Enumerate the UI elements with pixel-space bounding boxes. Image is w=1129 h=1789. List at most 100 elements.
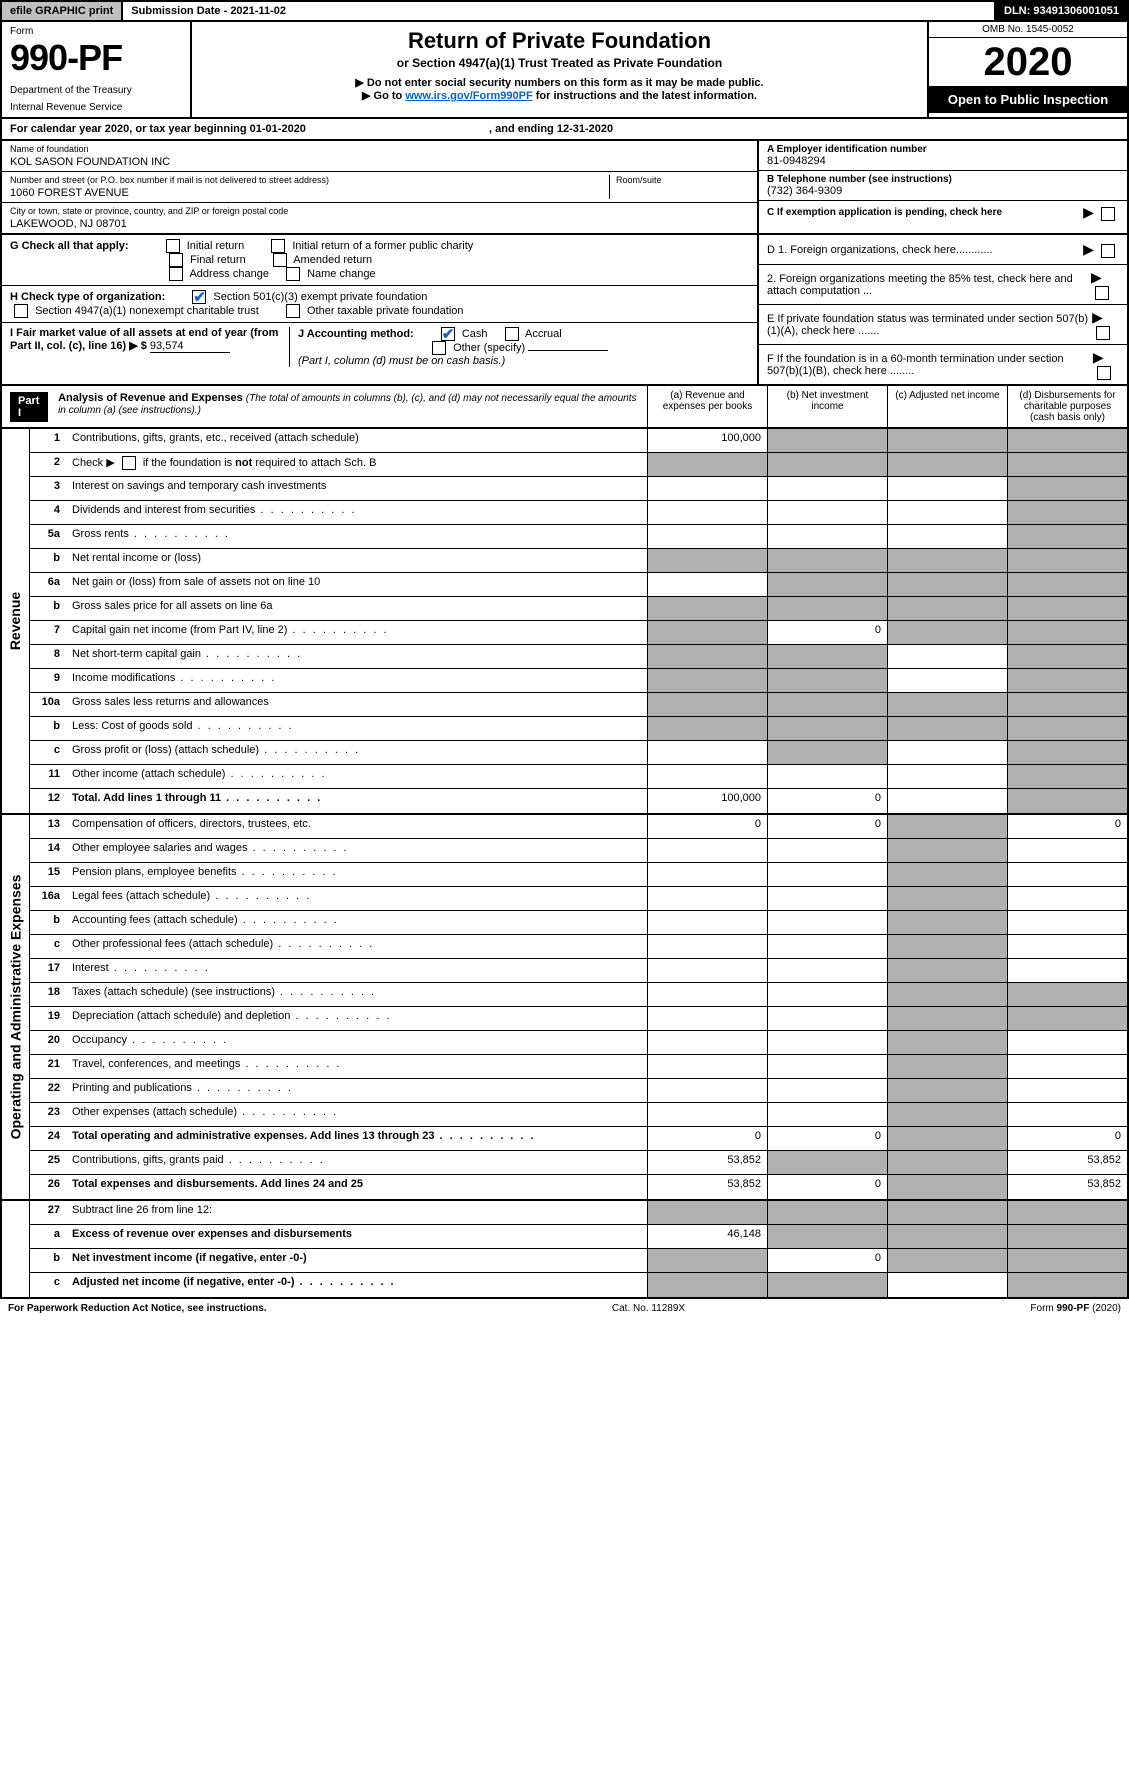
phone-label: B Telephone number (see instructions) bbox=[767, 174, 1119, 185]
row-15: 15Pension plans, employee benefits bbox=[30, 863, 1127, 887]
row-2: 2Check ▶ if the foundation is not requir… bbox=[30, 453, 1127, 477]
accrual-checkbox[interactable] bbox=[505, 327, 519, 341]
e-row: E If private foundation status was termi… bbox=[759, 305, 1127, 345]
h-label: H Check type of organization: bbox=[10, 291, 165, 303]
revenue-rows: 1Contributions, gifts, grants, etc., rec… bbox=[30, 429, 1127, 813]
name-change-checkbox[interactable] bbox=[286, 267, 300, 281]
expenses-side-label: Operating and Administrative Expenses bbox=[2, 815, 30, 1199]
row-17: 17Interest bbox=[30, 959, 1127, 983]
row-21: 21Travel, conferences, and meetings bbox=[30, 1055, 1127, 1079]
part1-header-row: Part I Analysis of Revenue and Expenses … bbox=[0, 386, 1129, 429]
header-title-block: Return of Private Foundation or Section … bbox=[192, 22, 927, 117]
j-cash: Cash bbox=[462, 328, 488, 340]
ein-cell: A Employer identification number 81-0948… bbox=[759, 141, 1127, 171]
row-16a: 16aLegal fees (attach schedule) bbox=[30, 887, 1127, 911]
calendar-year-row: For calendar year 2020, or tax year begi… bbox=[0, 119, 1129, 141]
4947-checkbox[interactable] bbox=[14, 304, 28, 318]
f-text: F If the foundation is in a 60-month ter… bbox=[767, 353, 1093, 377]
room-label: Room/suite bbox=[616, 175, 749, 185]
amended-return-checkbox[interactable] bbox=[273, 253, 287, 267]
j-cell: J Accounting method: Cash Accrual Other … bbox=[290, 327, 749, 367]
omb-number: OMB No. 1545-0052 bbox=[929, 22, 1127, 38]
g-opt-2: Final return bbox=[190, 254, 246, 266]
row-6a: 6aNet gain or (loss) from sale of assets… bbox=[30, 573, 1127, 597]
501c3-checkbox[interactable] bbox=[192, 290, 206, 304]
identity-right: A Employer identification number 81-0948… bbox=[757, 141, 1127, 233]
instr2-post: for instructions and the latest informat… bbox=[536, 90, 757, 102]
row-23: 23Other expenses (attach schedule) bbox=[30, 1103, 1127, 1127]
other-taxable-checkbox[interactable] bbox=[286, 304, 300, 318]
row-14: 14Other employee salaries and wages bbox=[30, 839, 1127, 863]
form-number: 990-PF bbox=[10, 37, 182, 79]
d2-row: 2. Foreign organizations meeting the 85%… bbox=[759, 265, 1127, 305]
row-9: 9Income modifications bbox=[30, 669, 1127, 693]
other-method-checkbox[interactable] bbox=[432, 341, 446, 355]
g-opt-4: Address change bbox=[189, 268, 269, 280]
d2-checkbox[interactable] bbox=[1095, 286, 1109, 300]
revenue-section: Revenue 1Contributions, gifts, grants, e… bbox=[0, 429, 1129, 815]
d1-row: D 1. Foreign organizations, check here..… bbox=[759, 235, 1127, 265]
row-16b: bAccounting fees (attach schedule) bbox=[30, 911, 1127, 935]
c-checkbox[interactable] bbox=[1101, 207, 1115, 221]
row-11: 11Other income (attach schedule) bbox=[30, 765, 1127, 789]
address-change-checkbox[interactable] bbox=[169, 267, 183, 281]
i-value: 93,574 bbox=[150, 340, 230, 353]
ein-value: 81-0948294 bbox=[767, 155, 1119, 167]
row-26: 26Total expenses and disbursements. Add … bbox=[30, 1175, 1127, 1199]
top-bar: efile GRAPHIC print Submission Date - 20… bbox=[0, 0, 1129, 22]
col-b-header: (b) Net investment income bbox=[767, 386, 887, 427]
address-row: Number and street (or P.O. box number if… bbox=[2, 172, 757, 203]
header-right: OMB No. 1545-0052 2020 Open to Public In… bbox=[927, 22, 1127, 117]
city-cell: City or town, state or province, country… bbox=[2, 203, 757, 233]
g-row: G Check all that apply: Initial return I… bbox=[2, 235, 757, 286]
initial-return-checkbox[interactable] bbox=[166, 239, 180, 253]
ein-label: A Employer identification number bbox=[767, 144, 1119, 155]
city-label: City or town, state or province, country… bbox=[10, 206, 749, 216]
c-arrow-check: ▶ bbox=[1083, 204, 1119, 221]
row-27c: cAdjusted net income (if negative, enter… bbox=[30, 1273, 1127, 1297]
f-row: F If the foundation is in a 60-month ter… bbox=[759, 345, 1127, 384]
line27-spacer bbox=[2, 1201, 30, 1297]
check-section: G Check all that apply: Initial return I… bbox=[0, 235, 1129, 386]
city-value: LAKEWOOD, NJ 08701 bbox=[10, 218, 749, 230]
part1-title-wrap: Analysis of Revenue and Expenses (The to… bbox=[58, 392, 639, 416]
final-return-checkbox[interactable] bbox=[169, 253, 183, 267]
footer-left: For Paperwork Reduction Act Notice, see … bbox=[8, 1303, 267, 1314]
row-5b: bNet rental income or (loss) bbox=[30, 549, 1127, 573]
cash-checkbox[interactable] bbox=[441, 327, 455, 341]
efile-label: efile GRAPHIC print bbox=[2, 2, 123, 20]
d1-text: D 1. Foreign organizations, check here..… bbox=[767, 244, 993, 256]
line27-section: 27Subtract line 26 from line 12: aExcess… bbox=[0, 1201, 1129, 1299]
open-public-badge: Open to Public Inspection bbox=[929, 86, 1127, 113]
expenses-rows: 13Compensation of officers, directors, t… bbox=[30, 815, 1127, 1199]
row-22: 22Printing and publications bbox=[30, 1079, 1127, 1103]
part1-badge: Part I bbox=[10, 392, 48, 422]
initial-return-former-checkbox[interactable] bbox=[271, 239, 285, 253]
e-checkbox[interactable] bbox=[1096, 326, 1110, 340]
h-opt-3: Other taxable private foundation bbox=[307, 305, 464, 317]
row-8: 8Net short-term capital gain bbox=[30, 645, 1127, 669]
row-2-desc: Check ▶ if the foundation is not require… bbox=[72, 457, 376, 469]
irs-link[interactable]: www.irs.gov/Form990PF bbox=[405, 90, 532, 102]
sch-b-checkbox[interactable] bbox=[122, 456, 136, 470]
dln-number: DLN: 93491306001051 bbox=[996, 2, 1127, 20]
row-12: 12Total. Add lines 1 through 11100,0000 bbox=[30, 789, 1127, 813]
row-1: 1Contributions, gifts, grants, etc., rec… bbox=[30, 429, 1127, 453]
ij-row: I Fair market value of all assets at end… bbox=[2, 323, 757, 371]
form-subtitle: or Section 4947(a)(1) Trust Treated as P… bbox=[202, 56, 917, 70]
d1-checkbox[interactable] bbox=[1101, 244, 1115, 258]
row-27: 27Subtract line 26 from line 12: bbox=[30, 1201, 1127, 1225]
instruction-1: ▶ Do not enter social security numbers o… bbox=[202, 76, 917, 89]
dept-irs: Internal Revenue Service bbox=[10, 102, 182, 113]
row-10c: cGross profit or (loss) (attach schedule… bbox=[30, 741, 1127, 765]
instr2-pre: ▶ Go to bbox=[362, 90, 405, 102]
dept-treasury: Department of the Treasury bbox=[10, 85, 182, 96]
addr-label: Number and street (or P.O. box number if… bbox=[10, 175, 609, 185]
cal-pre: For calendar year 2020, or tax year begi… bbox=[10, 123, 250, 135]
form-title: Return of Private Foundation bbox=[202, 28, 917, 54]
footer-right: Form 990-PF (2020) bbox=[1030, 1303, 1121, 1314]
f-checkbox[interactable] bbox=[1097, 366, 1111, 380]
h-opt-2: Section 4947(a)(1) nonexempt charitable … bbox=[35, 305, 259, 317]
name-label: Name of foundation bbox=[10, 144, 749, 154]
i-cell: I Fair market value of all assets at end… bbox=[10, 327, 290, 367]
